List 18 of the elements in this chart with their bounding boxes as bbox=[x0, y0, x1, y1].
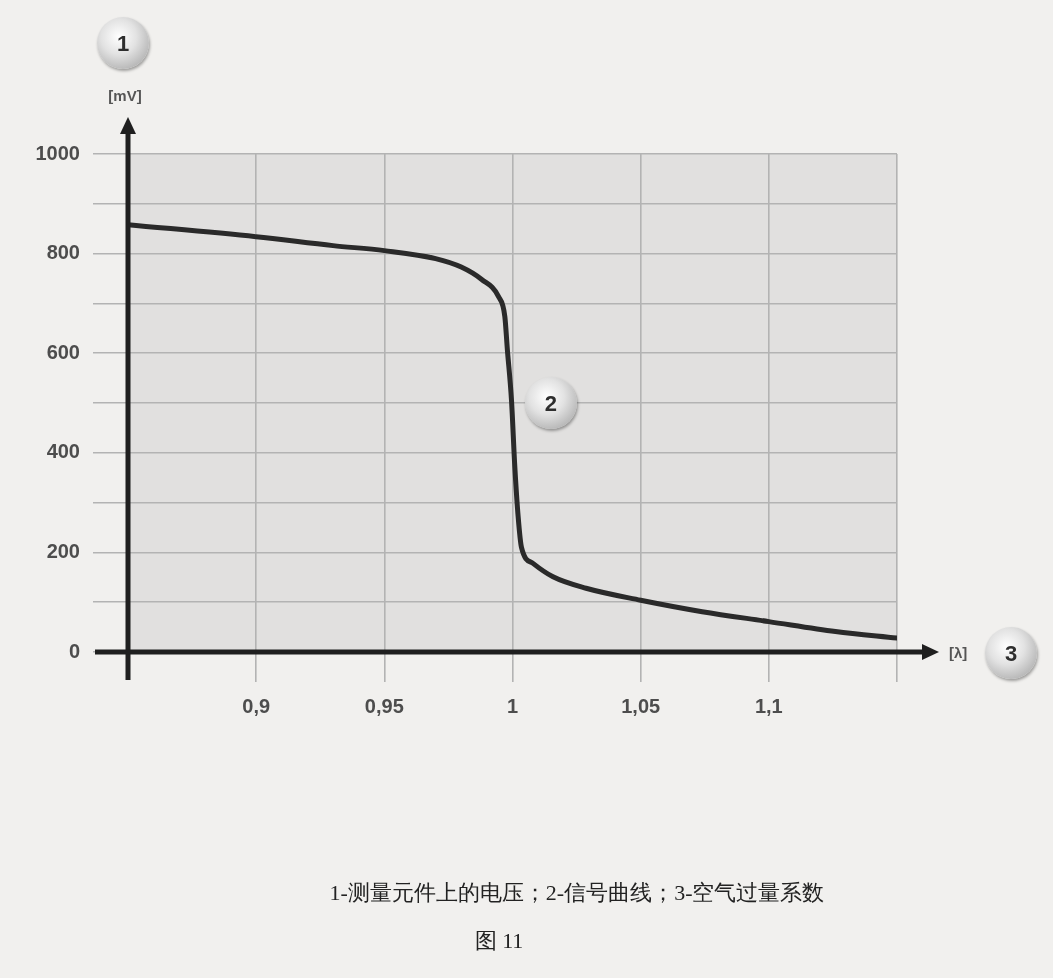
y-tick-label: 600 bbox=[46, 340, 80, 363]
caption: 图 11 bbox=[474, 927, 524, 954]
x-axis-title: [λ] bbox=[949, 643, 968, 661]
y-axis-title: [mV] bbox=[108, 86, 142, 104]
y-tick-label: 400 bbox=[46, 440, 80, 463]
x-tick-label: 1 bbox=[506, 694, 519, 717]
y-tick-label: 0 bbox=[68, 639, 80, 662]
text: 1 bbox=[116, 31, 130, 56]
x-tick-label: 1,1 bbox=[754, 694, 783, 717]
text: 1-测量元件上的电压；2-信号曲线；3-空气过量系数 bbox=[329, 879, 825, 906]
text: 3 bbox=[1004, 641, 1018, 666]
x-tick-label: 0,95 bbox=[364, 694, 404, 717]
y-tick-label: 800 bbox=[46, 241, 80, 264]
y-tick-label: 200 bbox=[46, 539, 80, 562]
annotation: 2 bbox=[544, 391, 558, 416]
x-tick-label: 1,05 bbox=[621, 694, 661, 717]
y-tick-label: 1000 bbox=[35, 141, 80, 164]
x-tick-label: 0,9 bbox=[242, 694, 271, 717]
